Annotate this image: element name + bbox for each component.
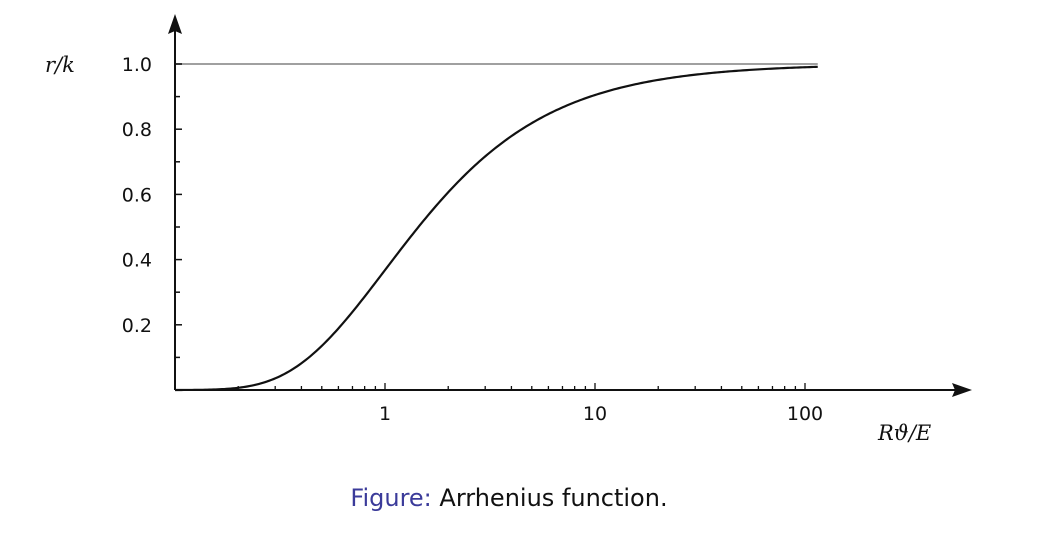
- y-axis-arrow: [168, 14, 182, 34]
- caption-text: Arrhenius function.: [439, 484, 668, 512]
- x-tick-label: 10: [583, 403, 607, 425]
- y-tick-label: 0.8: [122, 119, 152, 141]
- y-tick-label: 0.2: [122, 315, 152, 337]
- y-tick-label: 0.4: [122, 250, 152, 272]
- figure-caption: Figure: Arrhenius function.: [0, 484, 1018, 512]
- x-axis-label: Rϑ/E: [877, 421, 931, 445]
- y-tick-label: 0.6: [122, 184, 152, 206]
- arrhenius-curve: [174, 65, 818, 392]
- y-axis-label: r/k: [45, 53, 75, 77]
- x-tick-label: 100: [787, 403, 823, 425]
- x-axis-arrow: [952, 383, 972, 397]
- y-tick-label: 1.0: [122, 54, 152, 76]
- x-tick-label: 1: [379, 403, 391, 425]
- caption-prefix: Figure:: [350, 484, 432, 512]
